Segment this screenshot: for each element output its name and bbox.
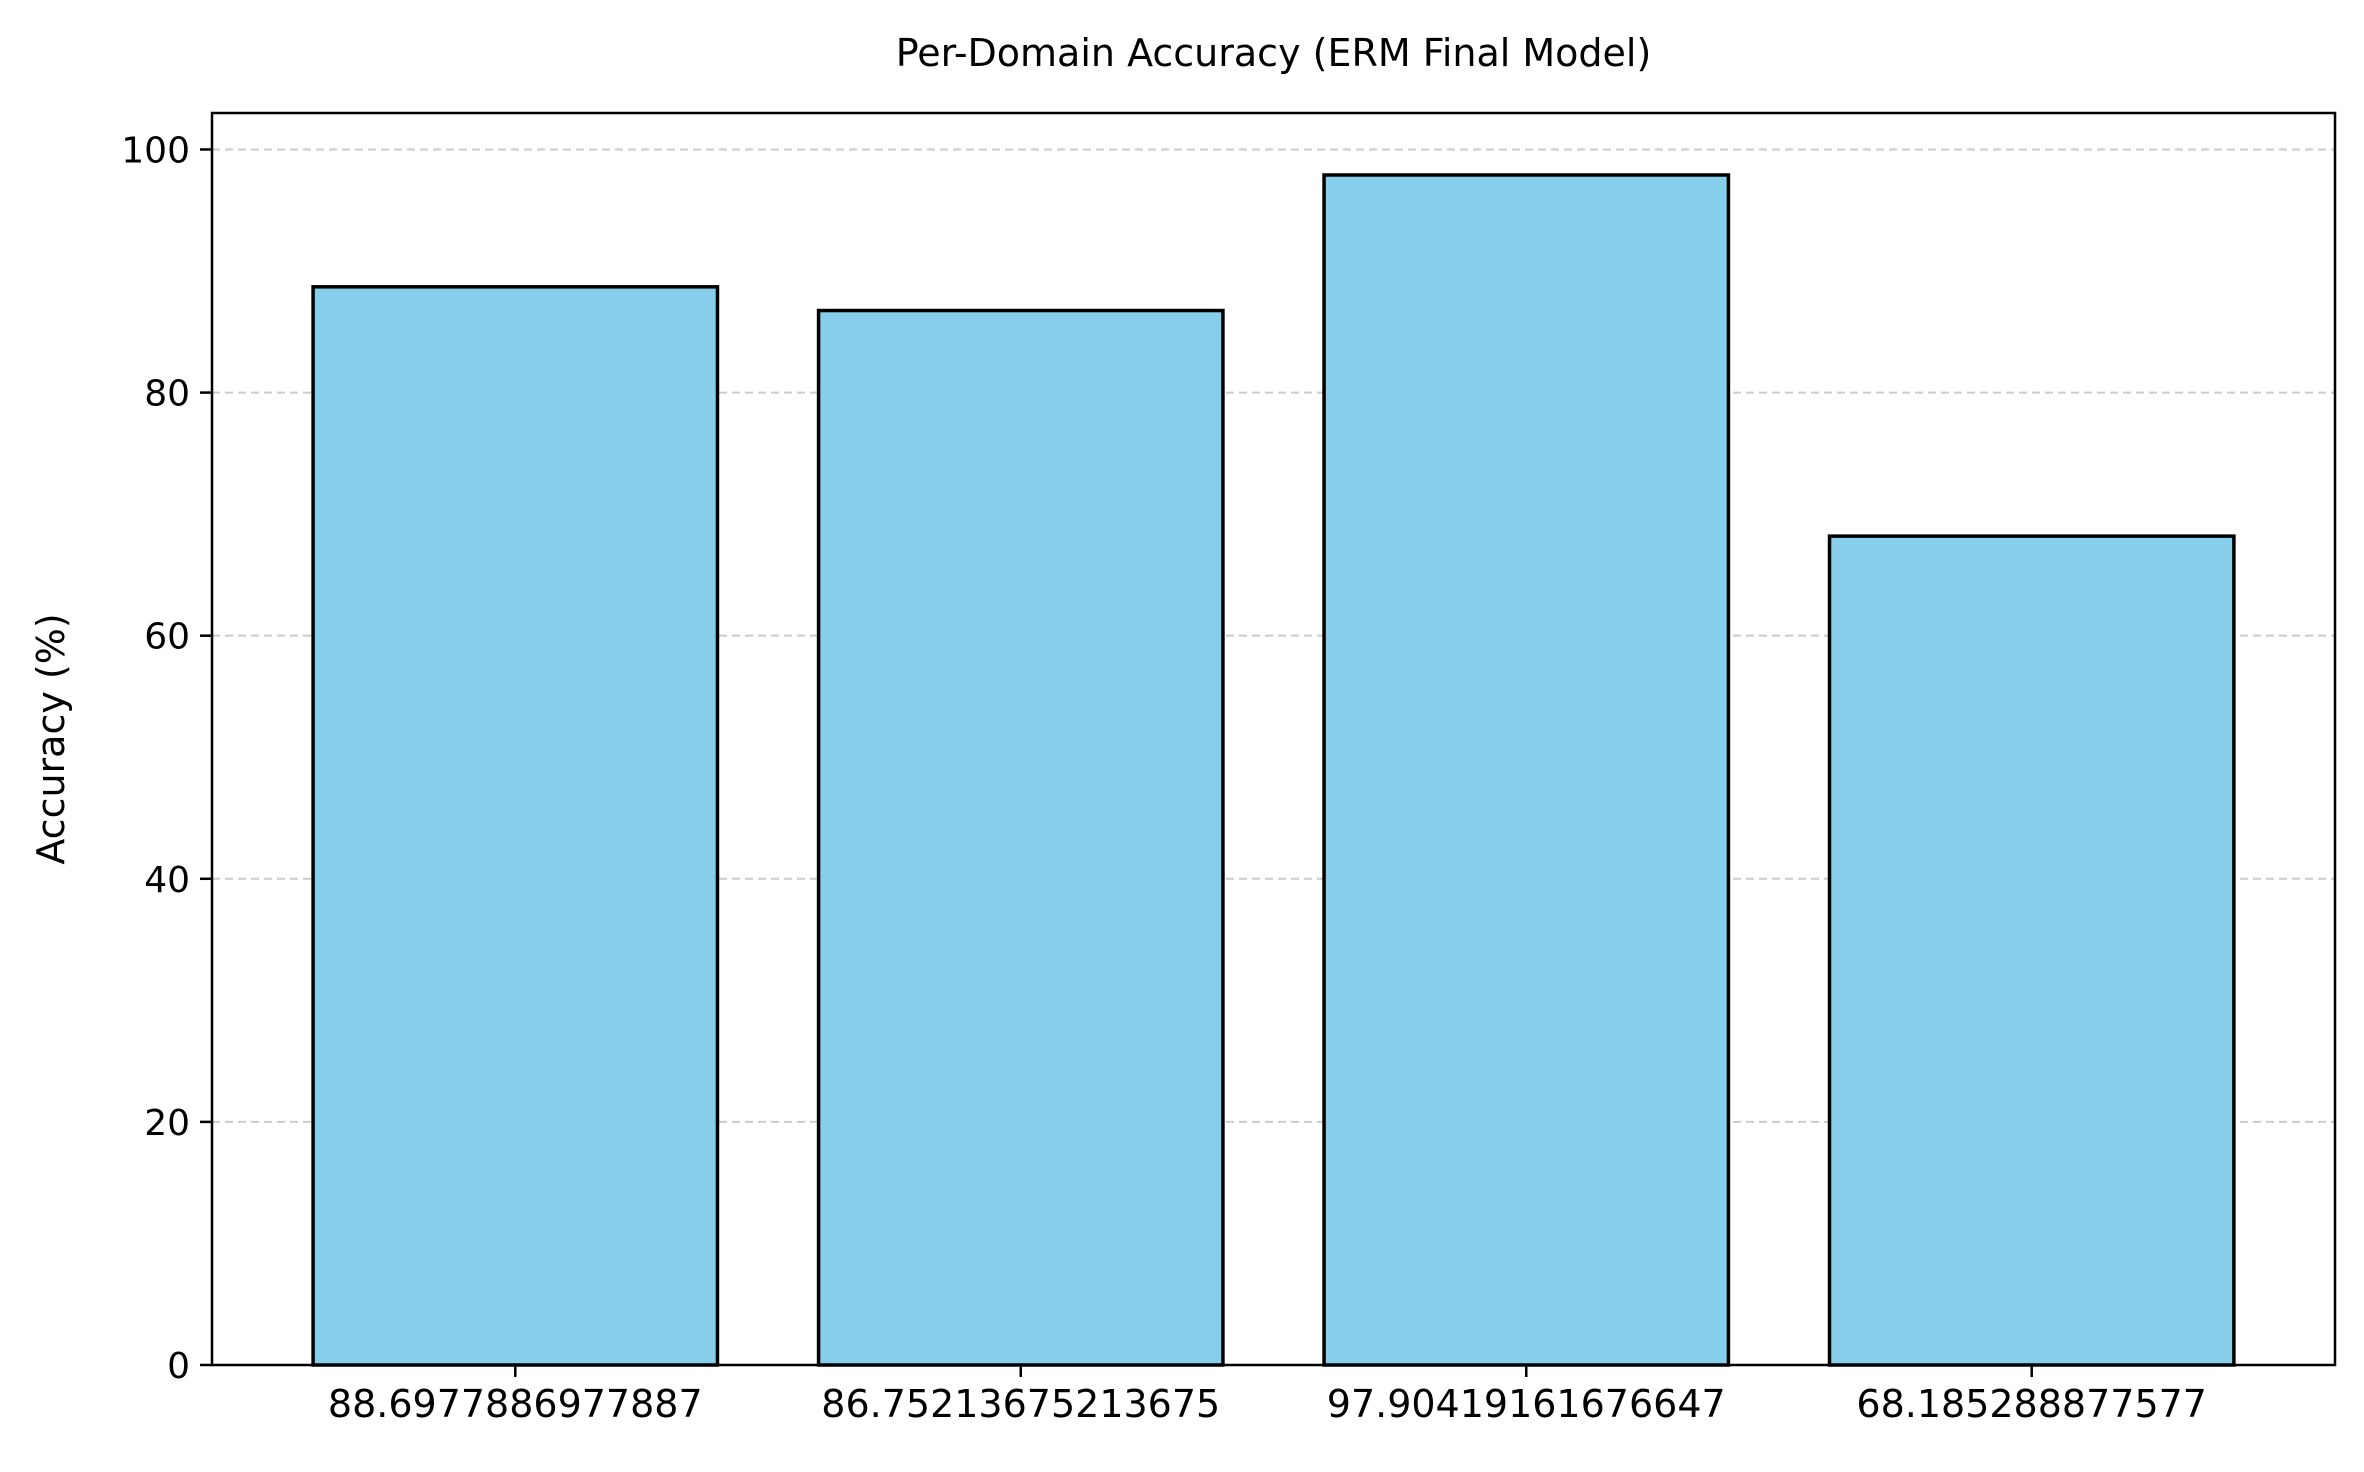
- chart-title: Per-Domain Accuracy (ERM Final Model): [896, 31, 1652, 75]
- y-axis-ticks: 0 20 40 60 80 100: [121, 130, 212, 1387]
- bar: [1322, 173, 1731, 1367]
- x-tick-label: 88.6977886977887: [328, 1382, 703, 1426]
- y-axis-label: Accuracy (%): [29, 613, 73, 864]
- y-tick-label: 100: [121, 130, 190, 171]
- bar: [1827, 534, 2236, 1367]
- y-tick-label: 40: [144, 860, 190, 901]
- bars: [311, 173, 2236, 1367]
- y-tick-label: 80: [144, 374, 190, 415]
- x-tick-label: 97.90419161676647: [1327, 1382, 1726, 1426]
- x-tick-label: 68.185288877577: [1856, 1382, 2207, 1426]
- x-tick-label: 86.75213675213675: [821, 1382, 1220, 1426]
- y-tick-label: 20: [144, 1103, 190, 1144]
- plot-frame: [210, 111, 2337, 1367]
- y-tick-label: 0: [167, 1346, 190, 1387]
- y-tick-label: 60: [144, 617, 190, 658]
- bar: [311, 285, 720, 1367]
- bar: [816, 308, 1225, 1367]
- x-axis-ticks: 88.6977886977887 86.75213675213675 97.9041…: [328, 1365, 2207, 1426]
